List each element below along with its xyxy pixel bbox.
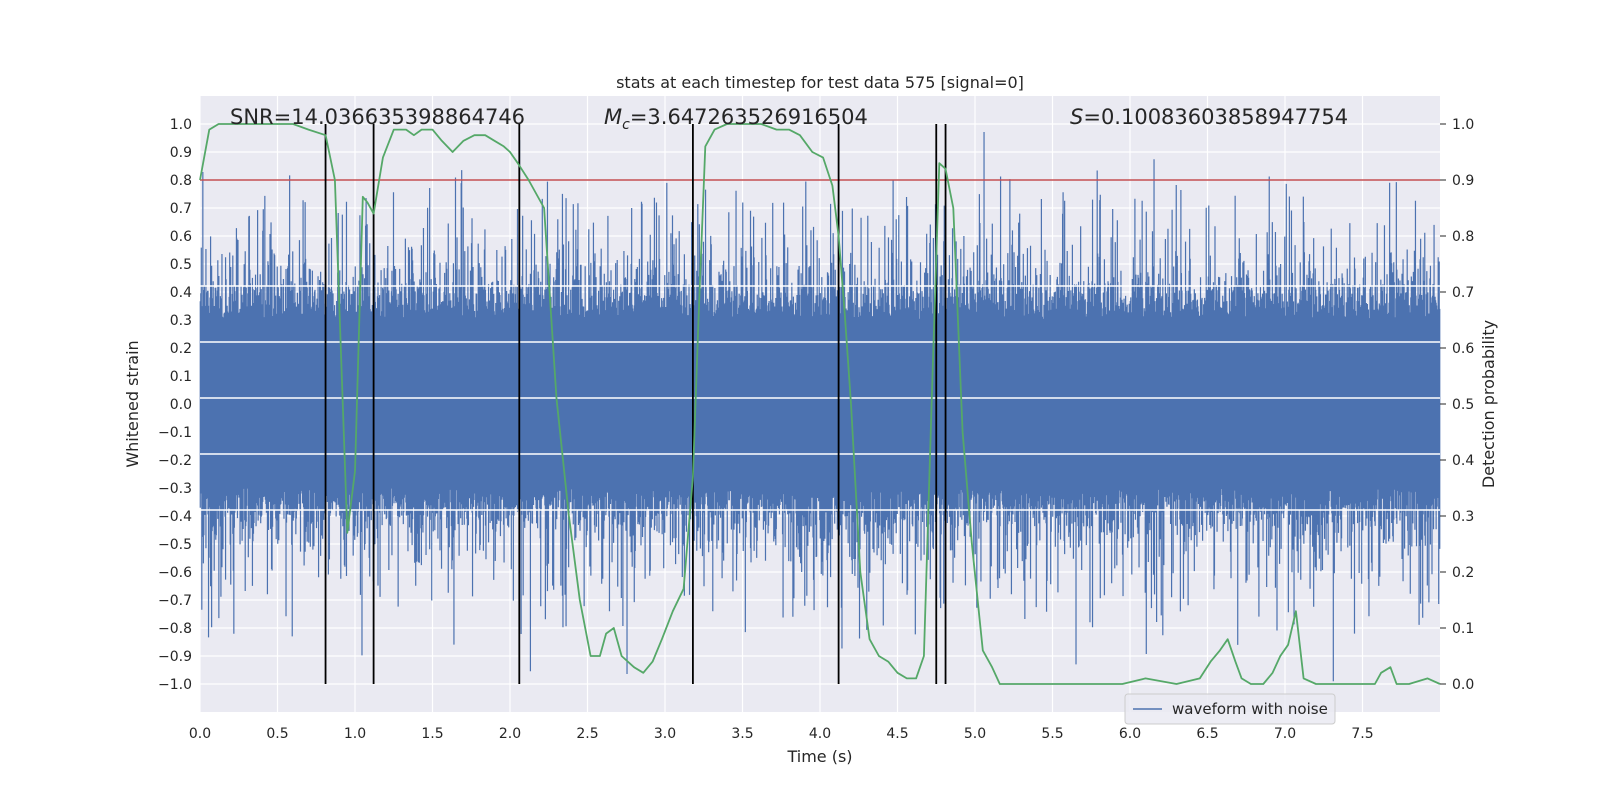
y-left-tick-label: 0.9: [170, 145, 192, 161]
y-right-tick-label: 1.0: [1452, 117, 1474, 133]
chart-title: stats at each timestep for test data 575…: [616, 73, 1024, 92]
probability-series: [199, 123, 1441, 685]
x-tick-label: 1.0: [344, 726, 366, 742]
x-tick-label: 6.5: [1196, 726, 1218, 742]
y-right-tick-label: 0.8: [1452, 229, 1474, 245]
y-left-axis-label: Whitened strain: [123, 340, 142, 467]
legend-box: [1124, 693, 1336, 725]
x-tick-label: 7.5: [1351, 726, 1373, 742]
x-tick-label: 1.5: [421, 726, 443, 742]
x-tick-label: 3.5: [731, 726, 753, 742]
s-value: =0.10083603858947754: [1083, 105, 1348, 129]
x-tick-label: 0.0: [189, 726, 211, 742]
y-left-tick-label: 0.8: [170, 173, 192, 189]
legend: waveform with noise: [1124, 693, 1336, 725]
x-tick-label: 4.5: [886, 726, 908, 742]
x-tick-label: 5.0: [964, 726, 986, 742]
x-tick-label: 5.5: [1041, 726, 1063, 742]
x-tick-label: 3.0: [654, 726, 676, 742]
x-tick-label: 7.0: [1274, 726, 1296, 742]
x-tick-label: 0.5: [266, 726, 288, 742]
chirp-mass-value: =3.647263526916504: [630, 105, 868, 129]
y-left-tick-label: 0.1: [170, 369, 192, 385]
snr-annotation: SNR=14.036635398864746: [230, 105, 525, 129]
y-left-tick-label: −0.2: [158, 453, 192, 469]
waveform-series: [199, 132, 1441, 682]
y-left-tick-label: −0.8: [158, 621, 192, 637]
waveform-line: [199, 132, 1441, 682]
y-left-tick-label: 0.7: [170, 201, 192, 217]
y-right-axis-label: Detection probability: [1479, 320, 1498, 488]
y-left-tick-label: 0.6: [170, 229, 192, 245]
y-left-axis-ticks: 1.0 0.9 0.8 0.7 0.6 0.5 0.4 0.3 0.2 0.1 0.0 −0.1 −0.…: [158, 117, 192, 693]
x-tick-label: 6.0: [1119, 726, 1141, 742]
y-left-tick-label: −0.6: [158, 565, 192, 581]
y-left-tick-label: 0.5: [170, 257, 192, 273]
y-left-tick-label: −0.4: [158, 509, 192, 525]
y-left-tick-label: 0.2: [170, 341, 192, 357]
y-left-tick-label: 0.0: [170, 397, 192, 413]
y-right-tick-label: 0.7: [1452, 285, 1474, 301]
x-tick-label: 4.0: [809, 726, 831, 742]
x-axis-label: Time (s): [786, 747, 852, 766]
y-left-tick-label: −0.7: [158, 593, 192, 609]
y-left-tick-label: −1.0: [158, 677, 192, 693]
y-left-tick-label: 1.0: [170, 117, 192, 133]
chirp-mass-subscript: c: [622, 117, 630, 133]
y-right-tick-label: 0.2: [1452, 565, 1474, 581]
y-right-tick-label: 0.9: [1452, 173, 1474, 189]
y-left-tick-label: 0.4: [170, 285, 192, 301]
s-symbol: S: [1070, 105, 1083, 129]
x-tick-label: 2.5: [576, 726, 598, 742]
y-right-tick-label: 0.6: [1452, 341, 1474, 357]
legend-label: waveform with noise: [1172, 700, 1328, 718]
y-left-tick-label: −0.1: [158, 425, 192, 441]
s-annotation: S=0.10083603858947754: [1070, 105, 1348, 129]
chirp-mass-symbol: M: [604, 105, 622, 129]
y-right-tick-label: 0.1: [1452, 621, 1474, 637]
y-left-tick-label: 0.3: [170, 313, 192, 329]
y-right-tick-label: 0.3: [1452, 509, 1474, 525]
y-left-tick-label: −0.5: [158, 537, 192, 553]
x-tick-label: 2.0: [499, 726, 521, 742]
y-right-tick-label: 0.4: [1452, 453, 1474, 469]
y-left-tick-label: −0.9: [158, 649, 192, 665]
detection-probability-line: [199, 123, 1441, 685]
y-right-tick-label: 0.5: [1452, 397, 1474, 413]
vertical-lines: [324, 124, 947, 684]
y-right-axis-ticks: 1.0 0.9 0.8 0.7 0.6 0.5 0.4 0.3 0.2 0.1 0.0: [1440, 117, 1474, 693]
y-left-tick-label: −0.3: [158, 481, 192, 497]
x-axis-ticks: 0.0 0.5 1.0 1.5 2.0 2.5 3.0 3.5 4.0 4.5 5.0 5.5 6.0 6…: [189, 726, 1374, 742]
chirp-mass-annotation: Mc=3.647263526916504: [604, 105, 868, 133]
y-right-tick-label: 0.0: [1452, 677, 1474, 693]
